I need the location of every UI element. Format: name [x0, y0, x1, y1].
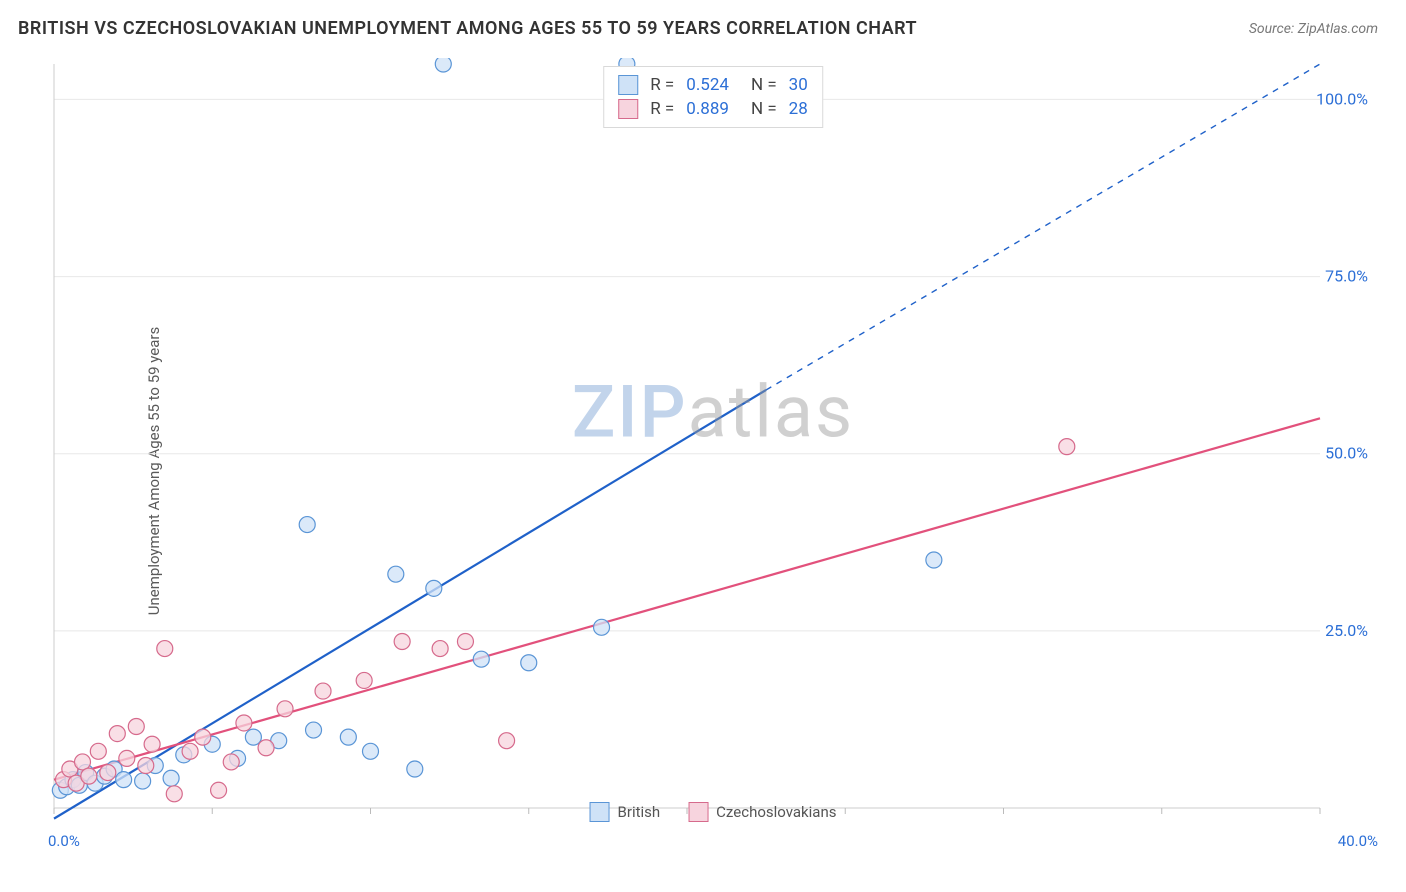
legend-swatch-icon — [618, 75, 638, 95]
chart-title: BRITISH VS CZECHOSLOVAKIAN UNEMPLOYMENT … — [18, 18, 917, 39]
x-axis-labels: 0.0% 40.0% — [48, 832, 1378, 850]
svg-text:100.0%: 100.0% — [1316, 89, 1368, 108]
series-legend: British Czechoslovakians — [590, 802, 837, 822]
n-value: 28 — [789, 99, 808, 119]
legend-row-british: R = 0.524 N = 30 — [618, 73, 808, 97]
series-label: British — [618, 803, 661, 821]
svg-text:50.0%: 50.0% — [1325, 444, 1368, 463]
series-swatch-icon — [688, 802, 708, 822]
legend-swatch-icon — [618, 99, 638, 119]
x-min-label: 0.0% — [48, 832, 80, 850]
svg-text:25.0%: 25.0% — [1325, 621, 1368, 640]
correlation-legend: R = 0.524 N = 30 R = 0.889 N = 28 — [603, 66, 823, 128]
r-value: 0.889 — [686, 99, 729, 119]
legend-row-czech: R = 0.889 N = 28 — [618, 97, 808, 121]
series-label: Czechoslovakians — [716, 803, 836, 821]
plot-area: 25.0%50.0%75.0%100.0% ZIPatlas R = 0.524… — [48, 58, 1378, 828]
chart-container: Unemployment Among Ages 55 to 59 years 2… — [0, 50, 1406, 892]
series-swatch-icon — [590, 802, 610, 822]
n-label: N = — [751, 75, 777, 95]
n-value: 30 — [789, 75, 808, 95]
source-attribution: Source: ZipAtlas.com — [1249, 21, 1378, 37]
series-legend-czech: Czechoslovakians — [688, 802, 836, 822]
r-value: 0.524 — [686, 75, 729, 95]
series-legend-british: British — [590, 802, 661, 822]
n-label: N = — [751, 99, 777, 119]
scatter-chart-svg: 25.0% 50.0% 75.0% 100.0% — [48, 58, 1378, 828]
r-label: R = — [650, 99, 674, 119]
r-label: R = — [650, 75, 674, 95]
x-max-label: 40.0% — [1338, 832, 1378, 850]
svg-text:75.0%: 75.0% — [1325, 267, 1368, 286]
